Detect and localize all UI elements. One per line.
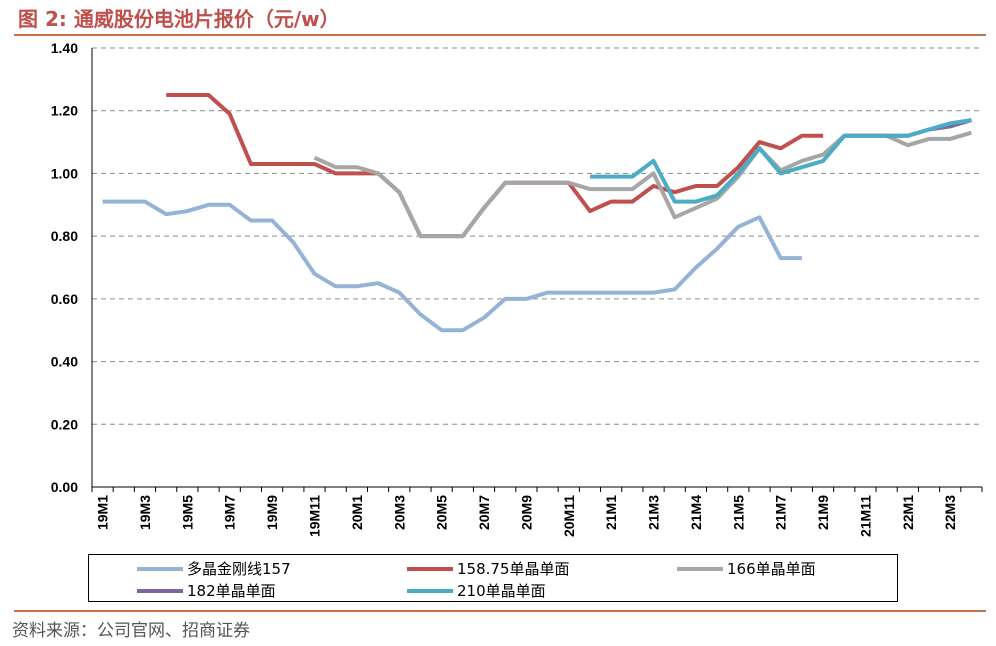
x-tick-label: 22M1 xyxy=(900,495,916,530)
x-tick-label: 19M3 xyxy=(137,495,153,530)
x-tick-label: 19M11 xyxy=(307,495,323,537)
x-tick-label: 21M1 xyxy=(603,495,619,530)
x-tick-label: 19M5 xyxy=(179,495,195,530)
title-divider xyxy=(14,34,986,36)
legend-swatch-166 xyxy=(677,567,723,571)
y-tick-label: 0.20 xyxy=(51,416,78,432)
y-tick-label: 1.00 xyxy=(51,165,78,181)
series-line-0 xyxy=(102,199,802,333)
y-tick-label: 0.80 xyxy=(51,228,78,244)
x-tick-label: 21M9 xyxy=(815,495,831,530)
x-tick-label: 20M7 xyxy=(476,495,492,530)
legend-swatch-157 xyxy=(137,567,183,571)
x-tick-label: 20M11 xyxy=(561,495,577,537)
series-line-1 xyxy=(166,93,824,239)
legend-label-157: 多晶金刚线157 xyxy=(187,560,291,578)
chart-title: 通威股份电池片报价（元/w） xyxy=(73,7,340,31)
legend-label-182: 182单晶单面 xyxy=(187,582,276,600)
x-tick-label: 20M5 xyxy=(434,495,450,530)
x-tick-label: 20M9 xyxy=(518,495,534,530)
x-tick-label: 19M7 xyxy=(222,495,238,530)
y-tick-label: 0.40 xyxy=(51,354,78,370)
line-chart: 0.00 0.20 0.40 0.60 0.80 1.00 1.20 1.40 19M1 19M3… xyxy=(51,40,983,537)
legend-label-166: 166单晶单面 xyxy=(727,560,816,578)
series-line-4 xyxy=(590,118,972,204)
legend-label-15875: 158.75单晶单面 xyxy=(457,560,570,578)
figure-title: 图 2: 通威股份电池片报价（元/w） xyxy=(18,4,340,34)
x-tick-label: 22M3 xyxy=(942,495,958,530)
footer-divider xyxy=(14,610,986,612)
x-tick-label: 21M5 xyxy=(730,495,746,530)
y-tick-label: 0.60 xyxy=(51,291,78,307)
x-tick-label: 19M9 xyxy=(264,495,280,530)
x-tick-label: 21M4 xyxy=(688,495,704,530)
legend-swatch-15875 xyxy=(407,567,453,571)
legend-swatch-182 xyxy=(137,589,183,593)
legend-label-210: 210单晶单面 xyxy=(457,582,546,600)
y-tick-label: 1.40 xyxy=(51,40,78,56)
source-note: 资料来源：公司官网、招商证券 xyxy=(12,621,250,641)
x-tick-label: 20M3 xyxy=(391,495,407,530)
figure-label: 图 2: xyxy=(18,7,67,31)
y-tick-label: 0.00 xyxy=(51,479,78,495)
chart-legend: 多晶金刚线157 158.75单晶单面 166单晶单面 182单晶单面 210单… xyxy=(88,554,898,602)
x-tick-label: 21M7 xyxy=(773,495,789,530)
x-tick-label: 20M1 xyxy=(349,495,365,530)
x-tick-label: 21M3 xyxy=(646,495,662,530)
x-tick-label: 19M1 xyxy=(95,495,111,530)
x-tick-label: 21M11 xyxy=(857,495,873,537)
y-tick-label: 1.20 xyxy=(51,103,78,119)
legend-swatch-210 xyxy=(407,589,453,593)
series-line-2 xyxy=(313,130,972,239)
